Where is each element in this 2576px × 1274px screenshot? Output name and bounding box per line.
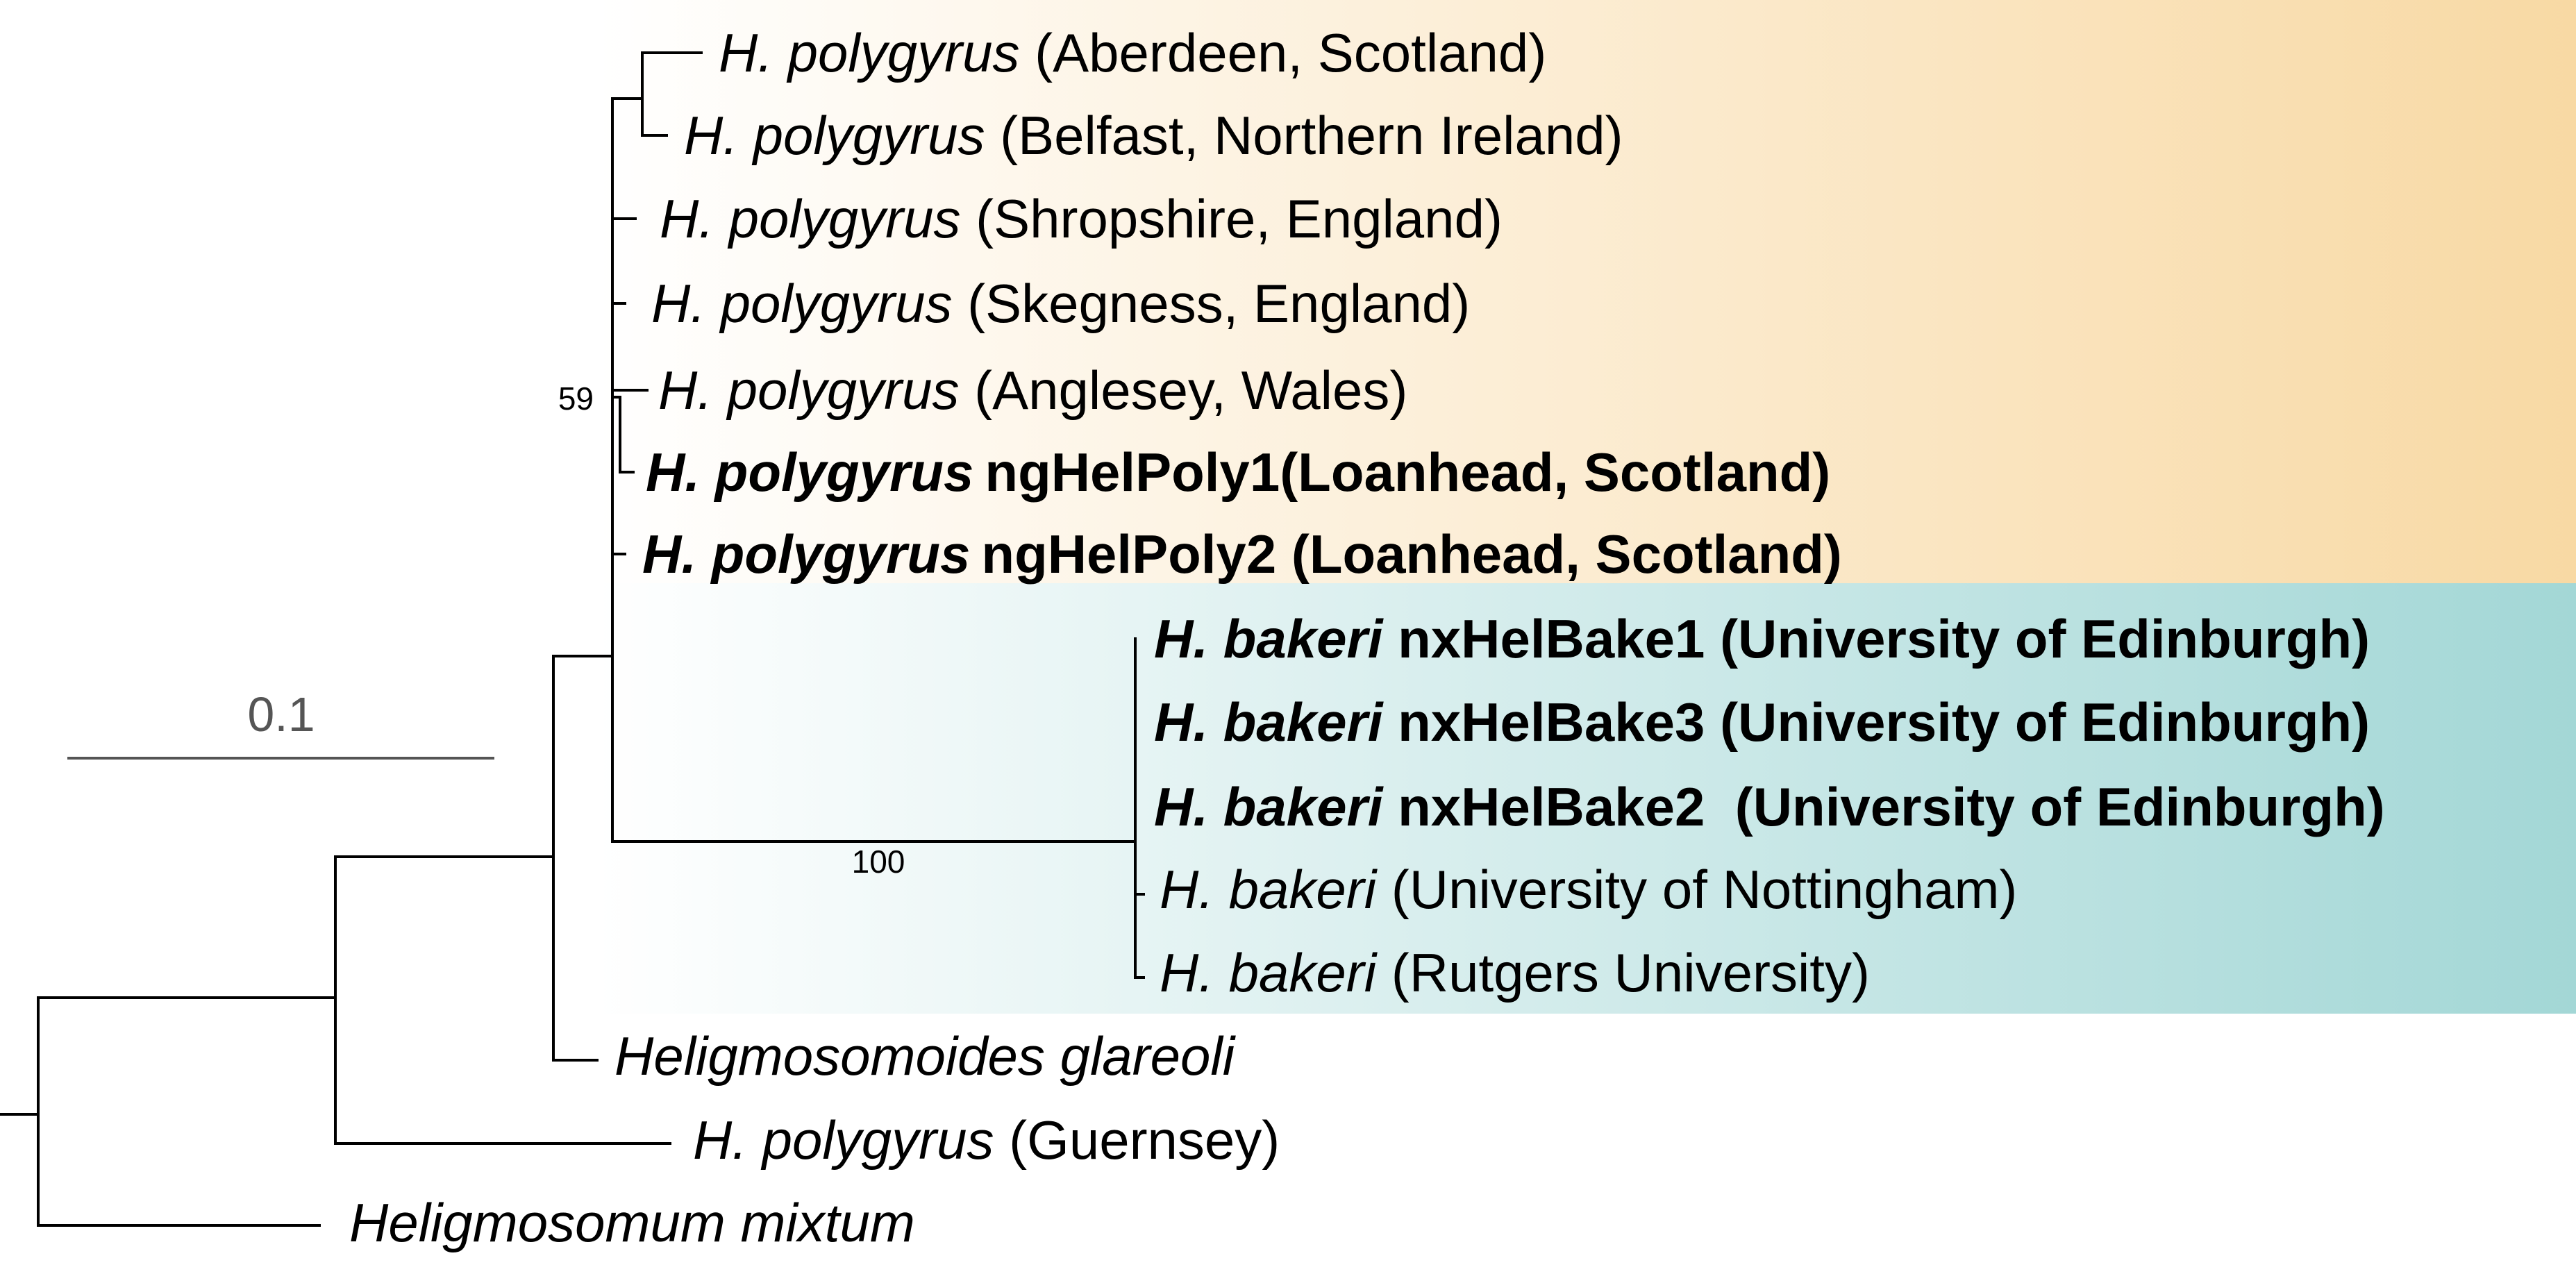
tip-label: Heligmosomum mixtum <box>349 1192 915 1253</box>
tip-label: H. bakeri nxHelBake3 (University of Edin… <box>1154 692 2370 753</box>
support-value-bakeri: 100 <box>852 844 905 880</box>
tip-label: H. bakeri nxHelBake2 (University of Edin… <box>1154 776 2385 837</box>
polygyrus-clade-highlight <box>597 0 2576 583</box>
tip-label: H. polygyrus ngHelPoly1(Loanhead, Scotlan… <box>646 442 1830 503</box>
tip-label: H. polygyrus ngHelPoly2 (Loanhead, Scotla… <box>642 523 1842 585</box>
tip-label: H. bakeri (Rutgers University) <box>1160 942 1870 1003</box>
tip-label: H. polygyrus (Shropshire, England) <box>660 188 1503 249</box>
tip-label: H. polygyrus (Guernsey) <box>693 1109 1280 1171</box>
tip-label: H. polygyrus (Aberdeen, Scotland) <box>719 22 1546 83</box>
tip-labels: H. polygyrus (Aberdeen, Scotland) H. pol… <box>349 22 2385 1253</box>
tree-backbone <box>0 97 1137 1227</box>
support-value-polygyrus: 59 <box>558 380 594 417</box>
polygyrus-clade-branches <box>611 51 703 555</box>
tip-label: H. polygyrus (Anglesey, Wales) <box>658 360 1407 421</box>
tip-label: H. bakeri nxHelBake1 (University of Edin… <box>1154 608 2370 669</box>
tip-label: Heligmosomoides glareoli <box>614 1025 1237 1087</box>
bakeri-clade-branches <box>1134 637 1145 979</box>
tip-label: H. polygyrus (Skegness, England) <box>651 273 1470 334</box>
tip-label: H. polygyrus (Belfast, Northern Ireland) <box>684 105 1623 166</box>
bakeri-clade-highlight <box>597 583 2576 1014</box>
scale-bar-label: 0.1 <box>247 687 315 741</box>
tip-label: H. bakeri (University of Nottingham) <box>1160 859 2017 920</box>
